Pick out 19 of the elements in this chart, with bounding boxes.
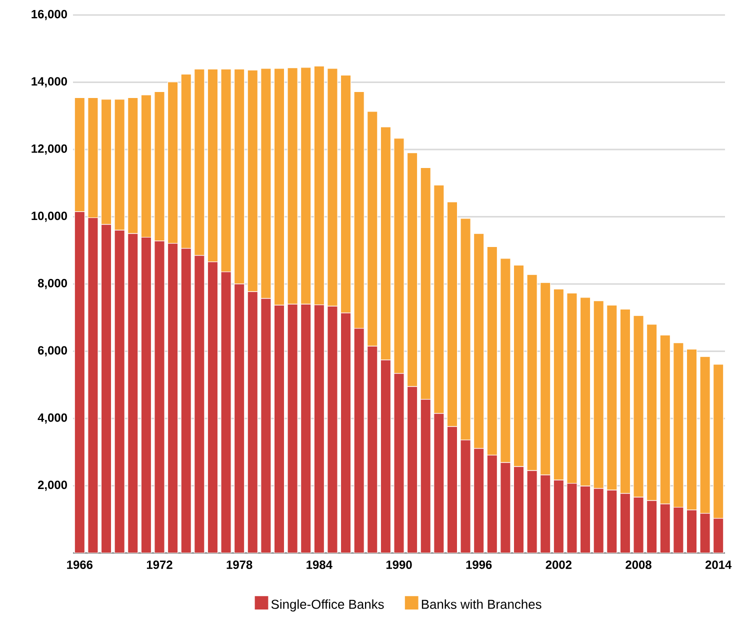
y-tick-label: 4,000 — [38, 413, 67, 424]
legend-label: Single-Office Banks — [271, 599, 384, 612]
x-tick-label: 1978 — [226, 560, 252, 569]
x-tick-label: 1972 — [146, 560, 172, 569]
y-tick-label: 14,000 — [32, 77, 67, 88]
x-tick-label: 2014 — [705, 560, 732, 569]
x-tick-label: 2002 — [546, 560, 572, 569]
y-tick-label: 16,000 — [32, 10, 67, 20]
y-tick-label: 6,000 — [38, 346, 67, 356]
y-tick-label: 8,000 — [38, 278, 67, 290]
x-tick-label: 1966 — [67, 560, 93, 569]
y-tick-label: 10,000 — [32, 212, 67, 222]
legend-label: Banks with Branches — [422, 599, 542, 609]
x-tick-label: 1990 — [386, 560, 412, 569]
y-tick-label: 2,000 — [38, 480, 67, 491]
x-tick-label: 2008 — [626, 560, 652, 569]
x-tick-label: 1996 — [466, 560, 492, 569]
y-tick-label: 12,000 — [32, 144, 67, 155]
x-tick-label: 1984 — [306, 560, 332, 569]
